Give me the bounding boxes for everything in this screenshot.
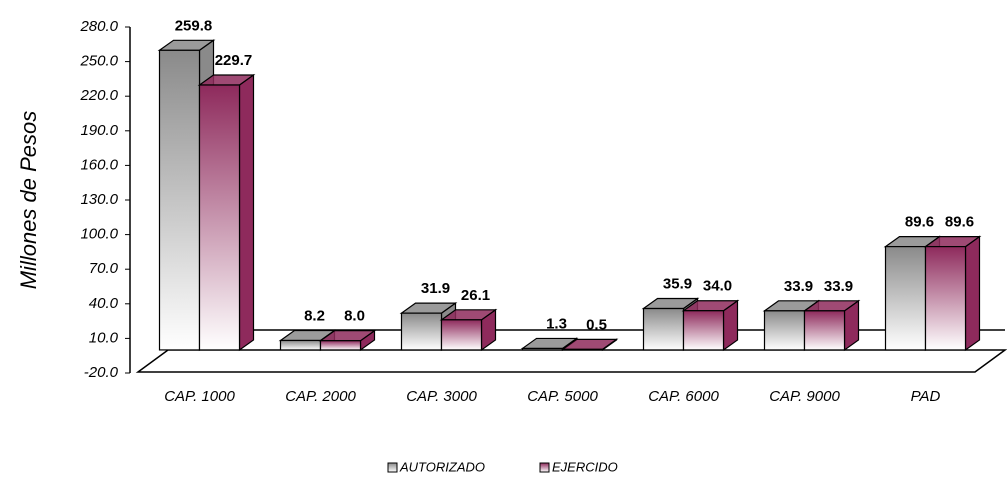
bar bbox=[158, 49, 201, 351]
bar-side bbox=[964, 235, 981, 352]
y-tick-label: 10.0 bbox=[89, 329, 119, 346]
value-label: 26.1 bbox=[461, 287, 490, 304]
y-tick-label: 70.0 bbox=[89, 260, 119, 277]
value-label: 31.9 bbox=[421, 280, 450, 297]
bar bbox=[279, 339, 322, 351]
x-tick-label: CAP. 9000 bbox=[769, 388, 840, 405]
x-tick-label: PAD bbox=[911, 388, 941, 405]
bar bbox=[400, 312, 443, 351]
y-tick-label: 280.0 bbox=[79, 18, 118, 35]
y-tick-label: 250.0 bbox=[79, 53, 118, 70]
value-label: 33.9 bbox=[784, 278, 813, 295]
value-label: 89.6 bbox=[945, 214, 974, 231]
value-label: 35.9 bbox=[663, 275, 692, 292]
y-tick-label: -20.0 bbox=[84, 364, 119, 381]
x-tick-label: CAP. 1000 bbox=[164, 388, 235, 405]
bar bbox=[561, 348, 604, 351]
y-axis-title: Millones de Pesos bbox=[16, 111, 41, 290]
y-tick-label: 160.0 bbox=[80, 156, 118, 173]
bar bbox=[642, 307, 685, 351]
bar-side bbox=[238, 73, 255, 352]
x-tick-label: CAP. 6000 bbox=[648, 388, 719, 405]
x-tick-label: CAP. 2000 bbox=[285, 388, 356, 405]
bar bbox=[440, 319, 483, 351]
y-tick-label: 130.0 bbox=[80, 191, 118, 208]
legend-swatch bbox=[539, 462, 550, 473]
bar bbox=[763, 310, 806, 351]
value-label: 259.8 bbox=[175, 17, 213, 34]
value-label: 8.0 bbox=[344, 308, 365, 325]
y-tick-label: 40.0 bbox=[89, 295, 119, 312]
y-tick-label: 100.0 bbox=[80, 226, 118, 243]
bar bbox=[682, 310, 725, 351]
value-label: 229.7 bbox=[215, 52, 253, 69]
bar bbox=[803, 310, 846, 351]
bar bbox=[924, 245, 967, 351]
y-tick-label: 220.0 bbox=[79, 87, 118, 104]
value-label: 8.2 bbox=[304, 307, 325, 324]
y-tick-label: 190.0 bbox=[80, 122, 118, 139]
floor bbox=[135, 349, 1007, 373]
x-tick-label: CAP. 5000 bbox=[527, 388, 598, 405]
bar bbox=[884, 245, 927, 351]
value-label: 0.5 bbox=[586, 316, 607, 333]
legend-swatch bbox=[387, 462, 398, 473]
legend-label: EJERCIDO bbox=[552, 459, 618, 474]
x-tick-label: CAP. 3000 bbox=[406, 388, 477, 405]
value-label: 34.0 bbox=[703, 278, 732, 295]
value-label: 89.6 bbox=[905, 214, 934, 231]
value-label: 1.3 bbox=[546, 315, 567, 332]
bar bbox=[521, 347, 564, 351]
legend-label: AUTORIZADO bbox=[399, 459, 485, 474]
bar bbox=[319, 340, 362, 351]
value-label: 33.9 bbox=[824, 278, 853, 295]
bar bbox=[198, 84, 241, 351]
